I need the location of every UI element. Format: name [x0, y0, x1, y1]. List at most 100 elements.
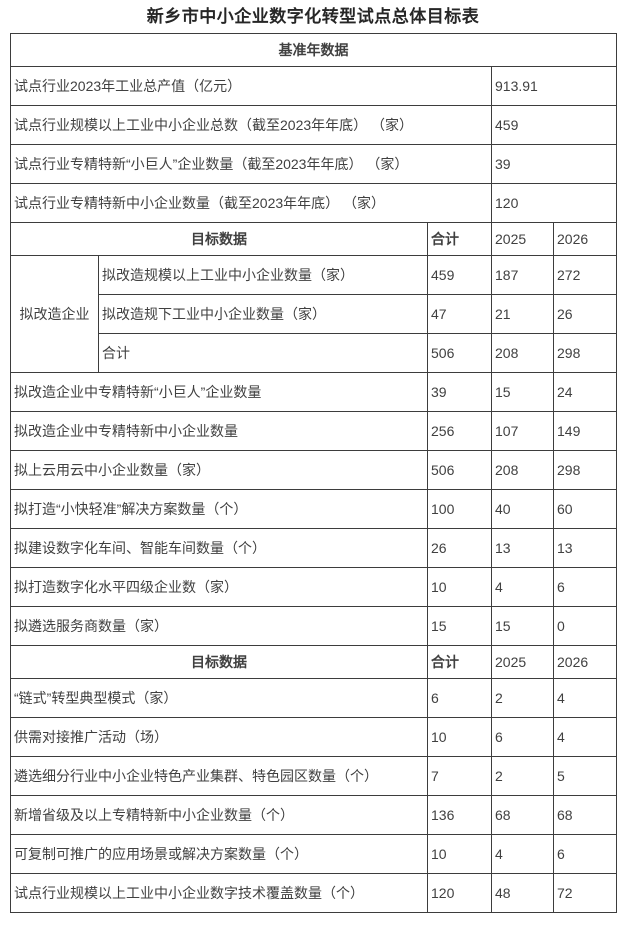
row-label-cell: 拟打造“小快轻准”解决方案数量（个）: [10, 489, 428, 529]
group-label-cell: 拟改造企业: [10, 255, 99, 373]
row-label-cell: 试点行业规模以上工业中小企业总数（截至2023年年底） （家）: [10, 105, 492, 145]
value-cell: 26: [552, 294, 618, 334]
value-cell: 4: [491, 834, 554, 874]
table-row: 拟建设数字化车间、智能车间数量（个） 26 13 13: [10, 528, 618, 568]
value-cell: 10: [427, 717, 492, 757]
value-cell: 4: [552, 717, 618, 757]
table-row: 可复制可推广的应用场景或解决方案数量（个） 10 4 6: [10, 834, 618, 874]
row-label-cell: 可复制可推广的应用场景或解决方案数量（个）: [10, 834, 428, 874]
table-row: 拟上云用云中小企业数量（家） 506 208 298: [10, 450, 618, 490]
row-label-cell: 拟遴选服务商数量（家）: [10, 606, 428, 646]
value-cell: 208: [491, 333, 554, 373]
value-cell: 4: [491, 567, 554, 607]
value-cell: 459: [427, 255, 492, 295]
value-cell: 72: [552, 873, 618, 913]
row-label-cell: 试点行业专精特新中小企业数量（截至2023年年底） （家）: [10, 183, 492, 223]
value-cell: 15: [427, 606, 492, 646]
row-label-cell: 拟改造企业中专精特新中小企业数量: [10, 411, 428, 451]
row-label-cell: 拟建设数字化车间、智能车间数量（个）: [10, 528, 428, 568]
table-row: 拟打造数字化水平四级企业数（家） 10 4 6: [10, 567, 618, 607]
value-cell: 107: [491, 411, 554, 451]
table-row: 目标数据 合计 2025 2026: [10, 222, 618, 256]
table-row: 试点行业规模以上工业中小企业数字技术覆盖数量（个） 120 48 72: [10, 873, 618, 913]
table-row: 拟打造“小快轻准”解决方案数量（个） 100 40 60: [10, 489, 618, 529]
table-row: 基准年数据: [9, 33, 618, 67]
section-header-targets: 目标数据: [10, 222, 428, 256]
table-row: 试点行业规模以上工业中小企业总数（截至2023年年底） （家） 459: [10, 105, 618, 145]
value-cell: 100: [427, 489, 492, 529]
value-cell: 120: [427, 873, 492, 913]
value-cell: 15: [491, 372, 554, 412]
value-cell: 6: [552, 567, 618, 607]
value-cell: 256: [427, 411, 492, 451]
value-cell: 4: [552, 678, 618, 718]
value-cell: 298: [552, 450, 618, 490]
page-title: 新乡市中小企业数字化转型试点总体目标表: [146, 7, 480, 26]
table-row: 供需对接推广活动（场） 10 6 4: [10, 717, 618, 757]
value-cell: 506: [427, 450, 492, 490]
row-label-cell: 试点行业2023年工业总产值（亿元）: [10, 66, 492, 106]
row-label-cell: 新增省级及以上专精特新中小企业数量（个）: [10, 795, 428, 835]
column-header-2026: 2026: [552, 222, 618, 256]
table-row: “链式”转型典型模式（家） 6 2 4: [10, 678, 618, 718]
column-header-2025: 2025: [491, 645, 554, 679]
value-cell: 26: [427, 528, 492, 568]
table-row: 试点行业专精特新中小企业数量（截至2023年年底） （家） 120: [10, 183, 618, 223]
value-cell: 15: [491, 606, 554, 646]
table-row: 试点行业专精特新“小巨人”企业数量（截至2023年年底） （家） 39: [10, 144, 618, 184]
target-table: 基准年数据 试点行业2023年工业总产值（亿元） 913.91 试点行业规模以上工业中…: [9, 33, 618, 913]
value-cell: 0: [552, 606, 618, 646]
value-cell: 2: [491, 678, 554, 718]
value-cell: 6: [427, 678, 492, 718]
value-cell: 10: [427, 834, 492, 874]
table-row: 目标数据 合计 2025 2026: [10, 645, 618, 679]
value-cell: 7: [427, 756, 492, 796]
row-label-cell: 试点行业规模以上工业中小企业数字技术覆盖数量（个）: [10, 873, 428, 913]
section-header-baseline: 基准年数据: [9, 33, 618, 67]
value-cell: 913.91: [490, 66, 618, 106]
table-row: 拟改造规下工业中小企业数量（家） 47 21 26: [11, 294, 618, 334]
value-cell: 40: [491, 489, 554, 529]
table-row: 遴选细分行业中小企业特色产业集群、特色园区数量（个） 7 2 5: [10, 756, 618, 796]
row-label-cell: 合计: [98, 333, 428, 373]
table-row: 新增省级及以上专精特新中小企业数量（个） 136 68 68: [10, 795, 618, 835]
value-cell: 187: [491, 255, 554, 295]
value-cell: 13: [552, 528, 618, 568]
row-label-cell: 拟改造规下工业中小企业数量（家）: [98, 294, 428, 334]
row-label-cell: “链式”转型典型模式（家）: [10, 678, 428, 718]
value-cell: 68: [491, 795, 554, 835]
value-cell: 21: [491, 294, 554, 334]
value-cell: 48: [491, 873, 554, 913]
value-cell: 6: [491, 717, 554, 757]
table-row: 拟改造企业 拟改造规模以上工业中小企业数量（家） 459 187 272: [10, 255, 618, 373]
value-cell: 136: [427, 795, 492, 835]
target-table-body: 基准年数据 试点行业2023年工业总产值（亿元） 913.91 试点行业规模以上工业中…: [9, 33, 618, 913]
value-cell: 39: [490, 144, 618, 184]
value-cell: 47: [427, 294, 492, 334]
column-header-total: 合计: [427, 645, 492, 679]
table-row: 拟遴选服务商数量（家） 15 15 0: [10, 606, 618, 646]
value-cell: 459: [490, 105, 618, 145]
row-label-cell: 拟上云用云中小企业数量（家）: [10, 450, 428, 490]
column-header-2025: 2025: [491, 222, 554, 256]
value-cell: 208: [491, 450, 554, 490]
row-label-cell: 供需对接推广活动（场）: [10, 717, 428, 757]
table-row: 拟改造企业中专精特新“小巨人”企业数量 39 15 24: [10, 372, 618, 412]
value-cell: 60: [552, 489, 618, 529]
row-label-cell: 拟改造规模以上工业中小企业数量（家）: [98, 255, 428, 295]
value-cell: 24: [552, 372, 618, 412]
value-cell: 13: [491, 528, 554, 568]
value-cell: 6: [552, 834, 618, 874]
table-row: 试点行业2023年工业总产值（亿元） 913.91: [10, 66, 618, 106]
row-label-cell: 拟改造企业中专精特新“小巨人”企业数量: [10, 372, 428, 412]
value-cell: 506: [427, 333, 492, 373]
value-cell: 10: [427, 567, 492, 607]
column-header-total: 合计: [427, 222, 492, 256]
column-header-2026: 2026: [552, 645, 618, 679]
row-label-cell: 遴选细分行业中小企业特色产业集群、特色园区数量（个）: [10, 756, 428, 796]
value-cell: 149: [552, 411, 618, 451]
value-cell: 68: [552, 795, 618, 835]
value-cell: 272: [552, 255, 618, 295]
table-row: 拟改造企业中专精特新中小企业数量 256 107 149: [10, 411, 618, 451]
